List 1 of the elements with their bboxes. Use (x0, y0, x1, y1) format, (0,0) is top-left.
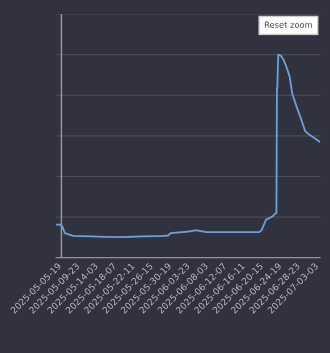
text: Reset zoom (264, 22, 312, 28)
